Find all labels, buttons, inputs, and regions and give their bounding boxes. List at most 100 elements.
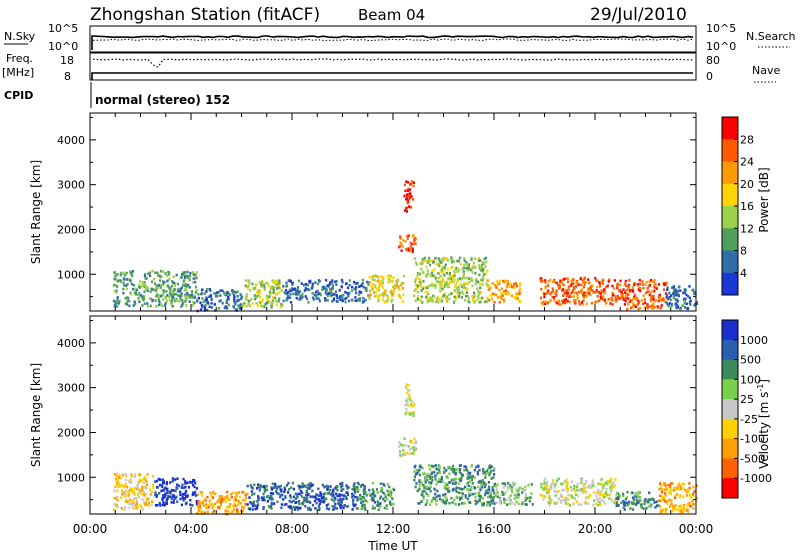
echo-cell	[256, 304, 259, 307]
echo-cell	[574, 497, 577, 501]
echo-cell	[485, 489, 488, 493]
echo-cell	[211, 506, 214, 509]
echo-cell	[676, 292, 679, 295]
echo-cell	[179, 490, 182, 494]
echo-cell	[297, 492, 300, 496]
echo-cell	[556, 478, 559, 481]
echo-cell	[663, 496, 666, 500]
echo-cell	[311, 483, 314, 487]
echo-cell	[555, 301, 559, 305]
echo-cell	[505, 285, 508, 289]
echo-cell	[623, 303, 626, 306]
echo-cell	[340, 500, 343, 504]
echo-cell	[236, 508, 239, 511]
echo-cell	[334, 290, 338, 294]
colorbar-swatch	[722, 438, 738, 459]
echo-cell	[194, 280, 197, 284]
echo-cell	[133, 486, 136, 490]
echo-cell	[445, 284, 448, 287]
echo-cell	[672, 504, 675, 508]
echo-cell	[560, 482, 563, 485]
echo-cell	[414, 287, 418, 291]
echo-cell	[554, 486, 557, 489]
echo-cell	[338, 494, 341, 498]
echo-cell	[132, 287, 135, 291]
echo-cell	[463, 276, 466, 280]
echo-cell	[185, 285, 188, 289]
echo-cell	[616, 286, 619, 290]
echo-cell	[181, 298, 184, 302]
echo-cell	[604, 482, 607, 485]
echo-cell	[266, 299, 269, 302]
echo-cell	[412, 414, 415, 417]
echo-cell	[303, 498, 306, 502]
echo-cell	[644, 301, 647, 305]
echo-cell	[477, 294, 480, 297]
echo-cell	[434, 492, 437, 496]
echo-cell	[559, 493, 563, 497]
colorbar-tick-label: -25	[740, 413, 758, 426]
echo-cell	[662, 508, 665, 511]
echo-cell	[169, 490, 172, 494]
echo-cell	[187, 486, 191, 489]
echo-cell	[685, 509, 688, 513]
echo-cell	[271, 482, 274, 486]
echo-cell	[472, 492, 475, 496]
echo-cell	[482, 503, 485, 507]
echo-cell	[479, 300, 482, 304]
echo-cell	[654, 506, 657, 509]
echo-cell	[217, 498, 220, 502]
echo-cell	[569, 284, 572, 287]
echo-cell	[651, 497, 654, 501]
echo-cell	[169, 481, 172, 484]
echo-cell	[247, 283, 250, 286]
echo-cell	[445, 280, 449, 284]
echo-cell	[549, 278, 552, 282]
echo-cell	[509, 282, 512, 285]
echo-cell	[658, 499, 661, 502]
echo-cell	[283, 486, 286, 489]
echo-cell	[410, 206, 413, 209]
echo-cell	[133, 301, 136, 304]
echo-cell	[548, 503, 551, 507]
echo-cell	[420, 289, 423, 292]
echo-cell	[171, 298, 174, 301]
echo-cell	[233, 296, 236, 299]
echo-cell	[362, 296, 365, 300]
echo-cell	[622, 499, 625, 503]
echo-cell	[597, 503, 600, 507]
echo-cell	[602, 290, 605, 294]
echo-cell	[681, 482, 684, 486]
echo-cell	[437, 276, 440, 280]
echo-cell	[530, 483, 533, 486]
echo-cell	[423, 486, 426, 490]
echo-cell	[603, 502, 606, 505]
echo-cell	[126, 300, 129, 303]
echo-cell	[173, 288, 176, 291]
echo-cell	[441, 285, 445, 289]
echo-cell	[294, 289, 298, 292]
echo-cell	[177, 288, 180, 291]
echo-cell	[566, 300, 569, 303]
echo-cell	[125, 287, 128, 291]
nsearch-label: N.Search	[746, 30, 796, 43]
echo-cell	[193, 485, 196, 489]
echo-cell	[496, 491, 499, 495]
nave-tick-top: 80	[706, 54, 720, 67]
echo-cell	[413, 239, 416, 242]
echo-cell	[280, 303, 283, 306]
echo-cell	[306, 496, 309, 499]
echo-cell	[653, 286, 656, 289]
echo-cell	[157, 299, 161, 302]
echo-cell	[282, 498, 285, 501]
echo-cell	[623, 291, 627, 294]
echo-cell	[543, 495, 546, 498]
echo-cell	[277, 492, 280, 496]
echo-cell	[574, 291, 577, 295]
echo-cell	[382, 497, 385, 501]
echo-cell	[253, 294, 256, 297]
echo-cell	[566, 486, 569, 489]
echo-cell	[438, 478, 441, 481]
echo-cell	[542, 300, 545, 304]
